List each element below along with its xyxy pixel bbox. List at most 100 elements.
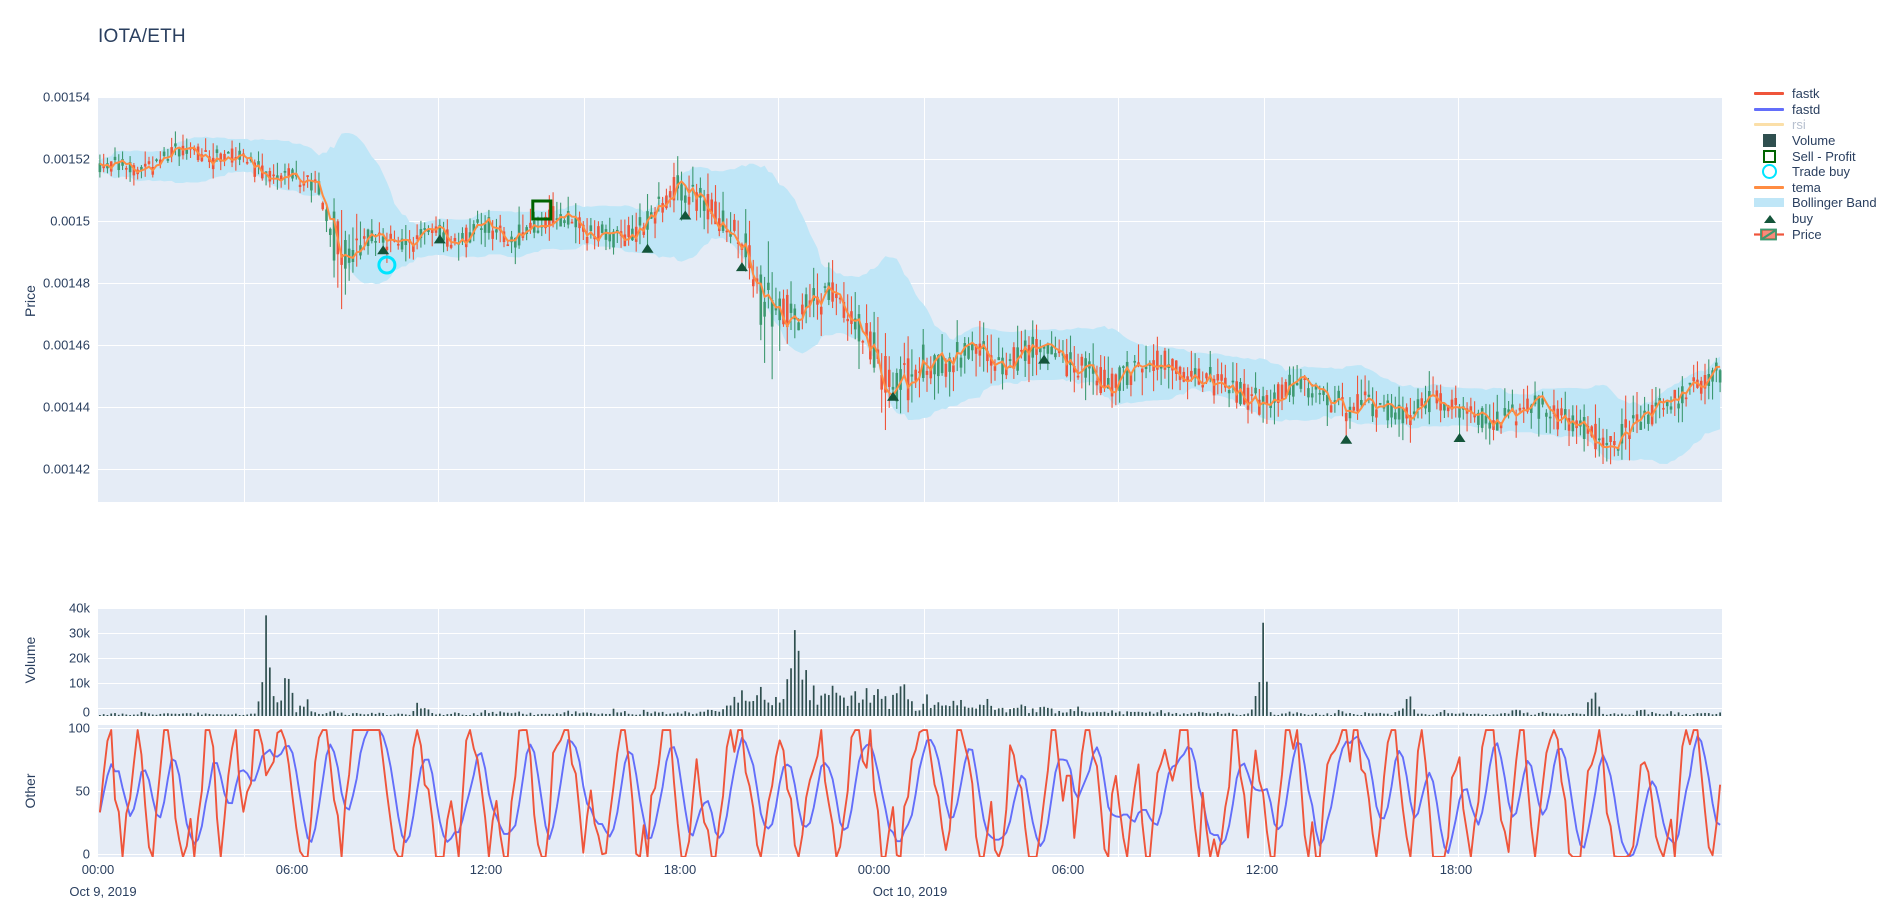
open-square-swatch-icon <box>1752 149 1786 164</box>
trade-buy-marker-icon[interactable] <box>377 255 397 275</box>
buy-marker-icon[interactable] <box>377 245 390 255</box>
gridline <box>438 608 439 716</box>
gridline <box>924 725 925 857</box>
band-icon <box>1754 198 1784 208</box>
line-swatch-icon <box>1752 180 1786 195</box>
sell-profit-marker-icon[interactable] <box>531 199 553 221</box>
chart-legend[interactable]: fastk fastd rsi Volume Sell - Profit Trade bu… <box>1752 86 1884 242</box>
legend-item-fastd[interactable]: fastd <box>1752 102 1884 118</box>
gridline <box>1264 608 1265 716</box>
filled-square-icon <box>1763 134 1776 148</box>
legend-item-buy[interactable]: buy <box>1752 211 1884 227</box>
legend-item-volume[interactable]: Volume <box>1752 133 1884 149</box>
price-ytick: 0.00146 <box>43 337 90 353</box>
buy-marker-icon[interactable] <box>433 234 446 244</box>
bollinger-band-area <box>99 133 1721 465</box>
x-tick: 18:00 <box>663 862 697 877</box>
other-axis-title: Other <box>22 773 38 809</box>
gridline <box>244 608 245 716</box>
gridline <box>1264 97 1265 502</box>
legend-item-tema[interactable]: tema <box>1752 180 1884 196</box>
gridline <box>98 791 1722 792</box>
triangle-up-swatch-icon <box>1752 211 1786 226</box>
x-tick: 00:00 <box>857 862 891 877</box>
gridline <box>98 633 1722 634</box>
buy-marker-icon[interactable] <box>887 391 900 401</box>
volume-chart-panel[interactable] <box>98 608 1722 716</box>
price-ytick: 0.00152 <box>43 151 90 167</box>
legend-item-label: Trade buy <box>1792 164 1851 180</box>
legend-item-bollinger-band[interactable]: Bollinger Band <box>1752 195 1884 211</box>
other-ytick: 0 <box>82 846 90 862</box>
legend-item-label: fastk <box>1792 86 1820 102</box>
line-icon <box>1754 185 1784 189</box>
line-icon <box>1754 92 1784 96</box>
gridline <box>1458 725 1459 857</box>
open-circle-icon <box>1762 164 1777 180</box>
x-tick: 18:00 <box>1439 862 1473 877</box>
gridline <box>98 469 1722 470</box>
price-ytick: 0.0015 <box>50 213 90 229</box>
legend-item-sell-profit[interactable]: Sell - Profit <box>1752 148 1884 164</box>
legend-item-label: rsi <box>1792 117 1806 133</box>
legend-item-label: tema <box>1792 179 1821 195</box>
x-tick: 06:00 <box>275 862 309 877</box>
other-series-layer <box>98 729 1722 857</box>
gridline <box>1458 608 1459 716</box>
volume-ytick: 0 <box>82 704 90 720</box>
legend-item-trade-buy[interactable]: Trade buy <box>1752 164 1884 180</box>
price-chart-panel[interactable] <box>98 97 1722 502</box>
gridline <box>584 97 585 502</box>
gridline <box>98 728 1722 729</box>
line-swatch-icon <box>1752 86 1786 101</box>
gridline <box>98 683 1722 684</box>
gridline <box>98 221 1722 222</box>
price-series-layer <box>98 131 1722 465</box>
volume-axis-title: Volume <box>22 636 38 684</box>
legend-item-label: buy <box>1792 211 1813 227</box>
legend-item-rsi[interactable]: rsi <box>1752 117 1884 133</box>
gridline <box>1264 725 1265 857</box>
gridline <box>438 725 439 857</box>
buy-marker-icon[interactable] <box>1453 432 1466 442</box>
other-chart-panel[interactable] <box>98 725 1722 857</box>
other-ytick: 50 <box>75 783 90 799</box>
buy-marker-icon[interactable] <box>735 262 748 272</box>
open-square-icon <box>1763 149 1776 163</box>
gridline <box>438 97 439 502</box>
candlestick-icon <box>1754 228 1784 241</box>
gridline <box>98 854 1722 855</box>
price-ytick: 0.00144 <box>43 399 90 415</box>
legend-item-label: Bollinger Band <box>1792 195 1877 211</box>
buy-marker-icon[interactable] <box>1038 354 1051 364</box>
price-ytick: 0.00142 <box>43 461 90 477</box>
volume-series-layer <box>99 615 1721 716</box>
x-tick: 12:00 <box>469 862 503 877</box>
volume-ytick: 30k <box>69 625 90 641</box>
gridline <box>1118 97 1119 502</box>
price-axis-title: Price <box>22 285 38 317</box>
legend-item-label: Sell - Profit <box>1792 148 1856 164</box>
buy-marker-icon[interactable] <box>641 243 654 253</box>
fastk-line <box>98 729 1722 857</box>
square-swatch-icon <box>1752 133 1786 148</box>
other-ytick: 100 <box>68 720 90 736</box>
x-tick: 00:00 <box>81 862 115 877</box>
open-circle-swatch-icon <box>1752 164 1786 180</box>
buy-marker-icon[interactable] <box>679 210 692 220</box>
gridline <box>924 97 925 502</box>
line-swatch-icon <box>1752 102 1786 117</box>
volume-bar-series <box>99 615 1721 716</box>
gridline <box>98 608 1722 609</box>
legend-item-fastk[interactable]: fastk <box>1752 86 1884 102</box>
tema-line <box>99 146 1721 450</box>
buy-marker-icon[interactable] <box>1340 434 1353 444</box>
gridline <box>1118 608 1119 716</box>
gridline <box>98 708 1722 709</box>
gridline <box>244 97 245 502</box>
triangle-up-icon <box>1764 215 1776 224</box>
gridline <box>98 658 1722 659</box>
price-ytick: 0.00148 <box>43 275 90 291</box>
x-tick: 06:00 <box>1051 862 1085 877</box>
legend-item-price[interactable]: Price <box>1752 226 1884 242</box>
